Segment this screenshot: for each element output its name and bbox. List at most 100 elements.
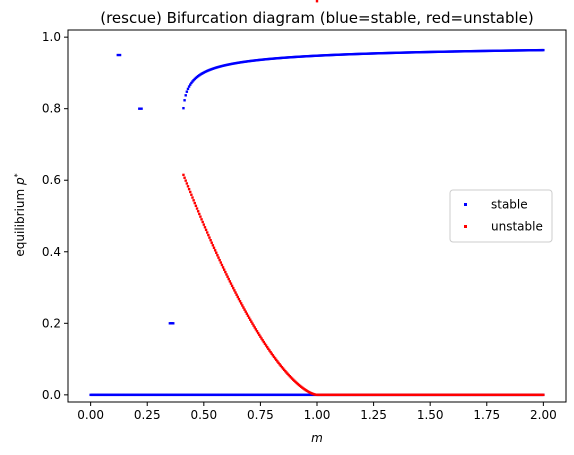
stable-point bbox=[190, 81, 193, 85]
unstable-point bbox=[273, 357, 277, 360]
plot-area bbox=[89, 0, 545, 397]
unstable-point bbox=[285, 371, 288, 374]
unstable-point bbox=[232, 286, 235, 290]
unstable-point bbox=[272, 355, 276, 359]
unstable-point bbox=[202, 223, 206, 226]
unstable-point bbox=[239, 302, 243, 305]
unstable-point bbox=[269, 350, 272, 354]
unstable-point bbox=[183, 176, 186, 179]
stable-point bbox=[138, 107, 141, 110]
x-tick-label: 0.25 bbox=[134, 408, 161, 422]
unstable-point bbox=[278, 363, 281, 366]
unstable-point bbox=[266, 345, 269, 349]
stable-point bbox=[184, 94, 187, 97]
x-tick-label: 0.00 bbox=[77, 408, 104, 422]
legend-marker-stable bbox=[464, 203, 467, 206]
y-tick-label: 0.2 bbox=[42, 316, 61, 330]
axes: 0.00 0.25 0.50 0.75 1.00 1.25 1.50 1.75 2.00 0.0 0… bbox=[42, 29, 567, 422]
unstable-point bbox=[281, 367, 285, 370]
unstable-point bbox=[220, 263, 224, 267]
stable-point bbox=[118, 53, 122, 57]
x-tick-label: 2.00 bbox=[530, 408, 557, 422]
unstable-point bbox=[195, 207, 199, 210]
unstable-point bbox=[199, 215, 202, 218]
unstable-point bbox=[218, 258, 221, 262]
unstable-point bbox=[198, 212, 201, 216]
y-tick-label: 0.6 bbox=[42, 173, 61, 187]
unstable-point bbox=[221, 266, 225, 269]
unstable-point bbox=[222, 268, 226, 271]
unstable-point bbox=[207, 233, 210, 237]
unstable-point bbox=[262, 340, 265, 344]
unstable-point bbox=[246, 314, 250, 317]
unstable-point bbox=[245, 312, 249, 315]
unstable-point bbox=[209, 239, 212, 242]
unstable-point bbox=[252, 324, 255, 327]
unstable-point bbox=[253, 326, 256, 329]
stable-point bbox=[116, 53, 119, 57]
unstable-point bbox=[212, 246, 216, 249]
unstable-point bbox=[243, 308, 246, 311]
x-tick-label: 1.25 bbox=[360, 408, 387, 422]
unstable-point bbox=[236, 295, 239, 299]
unstable-point bbox=[247, 316, 251, 319]
unstable-point bbox=[230, 284, 234, 288]
unstable-point bbox=[315, 0, 319, 3]
unstable-point bbox=[229, 282, 233, 285]
x-tick-label: 1.75 bbox=[473, 408, 500, 422]
unstable-point bbox=[217, 256, 220, 259]
unstable-point bbox=[201, 220, 204, 224]
unstable-point bbox=[256, 331, 260, 335]
stable-point bbox=[187, 85, 191, 88]
unstable-point bbox=[193, 201, 196, 205]
unstable-point bbox=[185, 182, 189, 185]
unstable-point bbox=[258, 333, 261, 337]
stable-point bbox=[185, 90, 189, 93]
legend-frame bbox=[449, 189, 553, 243]
y-tick-label: 1.0 bbox=[42, 30, 61, 44]
x-tick-label: 1.50 bbox=[417, 408, 444, 422]
stable-point bbox=[542, 48, 545, 52]
unstable-point bbox=[190, 193, 193, 196]
unstable-point bbox=[194, 204, 198, 208]
unstable-point bbox=[200, 218, 203, 221]
unstable-point bbox=[191, 196, 194, 199]
unstable-point bbox=[196, 210, 200, 213]
unstable-point bbox=[242, 306, 245, 309]
unstable-point bbox=[280, 365, 284, 369]
y-axis-label: equilibrium p* bbox=[13, 173, 28, 256]
unstable-point bbox=[241, 304, 244, 307]
unstable-point bbox=[224, 270, 227, 274]
unstable-point bbox=[233, 289, 236, 292]
unstable-point bbox=[211, 244, 215, 247]
unstable-point bbox=[186, 185, 190, 188]
unstable-point bbox=[234, 291, 237, 294]
unstable-point bbox=[270, 352, 273, 355]
unstable-point bbox=[263, 342, 267, 345]
unstable-point bbox=[210, 241, 213, 244]
unstable-point bbox=[250, 320, 253, 323]
unstable-point bbox=[182, 173, 185, 177]
unstable-point bbox=[268, 349, 271, 352]
stable-point bbox=[182, 106, 185, 110]
unstable-point bbox=[192, 199, 195, 202]
unstable-point bbox=[219, 261, 222, 264]
unstable-point bbox=[286, 372, 289, 375]
unstable-point bbox=[271, 354, 275, 357]
y-tick-label: 0.8 bbox=[42, 102, 61, 116]
unstable-point bbox=[235, 293, 238, 296]
y-tick-label: 0.4 bbox=[42, 245, 61, 259]
unstable-point bbox=[213, 249, 217, 252]
unstable-point bbox=[254, 328, 258, 331]
unstable-point bbox=[216, 254, 219, 257]
x-tick-label: 1.00 bbox=[304, 408, 331, 422]
stable-point bbox=[172, 322, 175, 325]
unstable-point bbox=[259, 335, 262, 338]
unstable-point bbox=[189, 190, 192, 194]
unstable-point bbox=[251, 322, 254, 325]
stable-point bbox=[186, 87, 190, 91]
stable-point bbox=[191, 80, 194, 83]
unstable-point bbox=[244, 310, 247, 313]
